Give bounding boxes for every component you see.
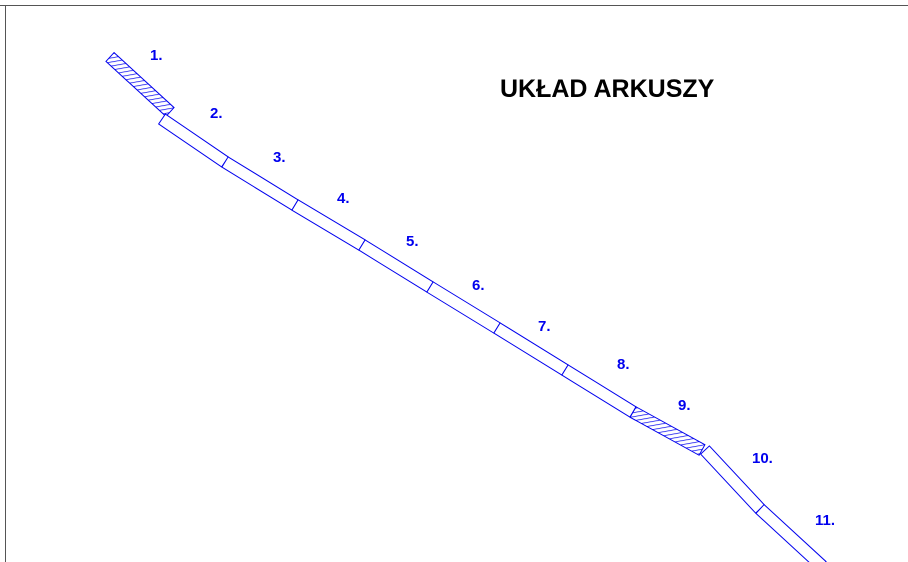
sheet-label: 1.: [150, 47, 163, 64]
sheets: 1. 2. 3. 4. 5. 6. 7. 8. 9. 10. 11.: [105, 47, 835, 562]
sheet-label: 3.: [273, 149, 286, 166]
sheet-label: 4.: [337, 190, 350, 207]
sheet-label: 8.: [617, 356, 630, 373]
sheet-label: 6.: [472, 277, 485, 294]
sheet-label: 10.: [752, 450, 773, 467]
title: UKŁAD ARKUSZY: [500, 75, 715, 103]
sheet-label: 7.: [538, 318, 551, 335]
sheet-label: 11.: [815, 512, 835, 529]
sheet-strip: [629, 406, 706, 456]
sheet-label: 2.: [210, 105, 223, 122]
sheet-strip: [105, 51, 175, 118]
sheet-label: 5.: [406, 233, 419, 250]
sheet-label: 9.: [678, 397, 691, 414]
